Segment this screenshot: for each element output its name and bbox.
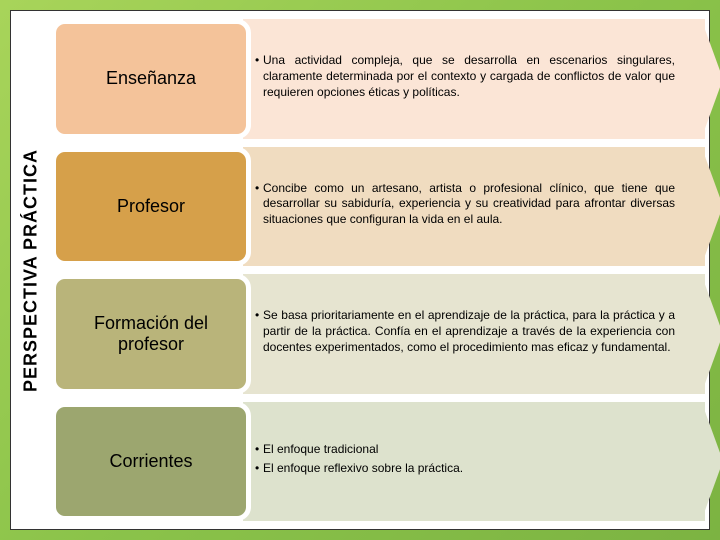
arrow-corrientes: El enfoque tradicional El enfoque reflex… [243,402,705,522]
desc-corrientes: El enfoque tradicional El enfoque reflex… [255,442,463,481]
arrow-tip-icon [703,279,720,389]
label-formacion: Formación del profesor [51,274,251,394]
desc-profesor: Concibe como un artesano, artista o prof… [255,181,675,232]
row-corrientes: Corrientes El enfoque tradicional El enf… [51,402,705,522]
bullet: Concibe como un artesano, artista o prof… [255,181,675,228]
bullet: El enfoque reflexivo sobre la práctica. [255,461,463,477]
row-ensenanza: Enseñanza Una actividad compleja, que se… [51,19,705,139]
label-corrientes: Corrientes [51,402,251,522]
content-frame: PERSPECTIVA PRÁCTICA Enseñanza Una activ… [10,10,710,530]
bullet: Se basa prioritariamente en el aprendiza… [255,308,675,355]
arrow-formacion: Se basa prioritariamente en el aprendiza… [243,274,705,394]
rows-container: Enseñanza Una actividad compleja, que se… [51,11,709,529]
slide-background: PERSPECTIVA PRÁCTICA Enseñanza Una activ… [0,0,720,540]
label-ensenanza: Enseñanza [51,19,251,139]
arrow-tip-icon [703,151,720,261]
label-profesor: Profesor [51,147,251,267]
bullet: El enfoque tradicional [255,442,463,458]
arrow-tip-icon [703,406,720,516]
arrow-tip-icon [703,24,720,134]
row-profesor: Profesor Concibe como un artesano, artis… [51,147,705,267]
bullet: Una actividad compleja, que se desarroll… [255,53,675,100]
row-formacion: Formación del profesor Se basa prioritar… [51,274,705,394]
desc-formacion: Se basa prioritariamente en el aprendiza… [255,308,675,359]
vertical-title: PERSPECTIVA PRÁCTICA [11,11,51,529]
arrow-ensenanza: Una actividad compleja, que se desarroll… [243,19,705,139]
arrow-profesor: Concibe como un artesano, artista o prof… [243,147,705,267]
desc-ensenanza: Una actividad compleja, que se desarroll… [255,53,675,104]
